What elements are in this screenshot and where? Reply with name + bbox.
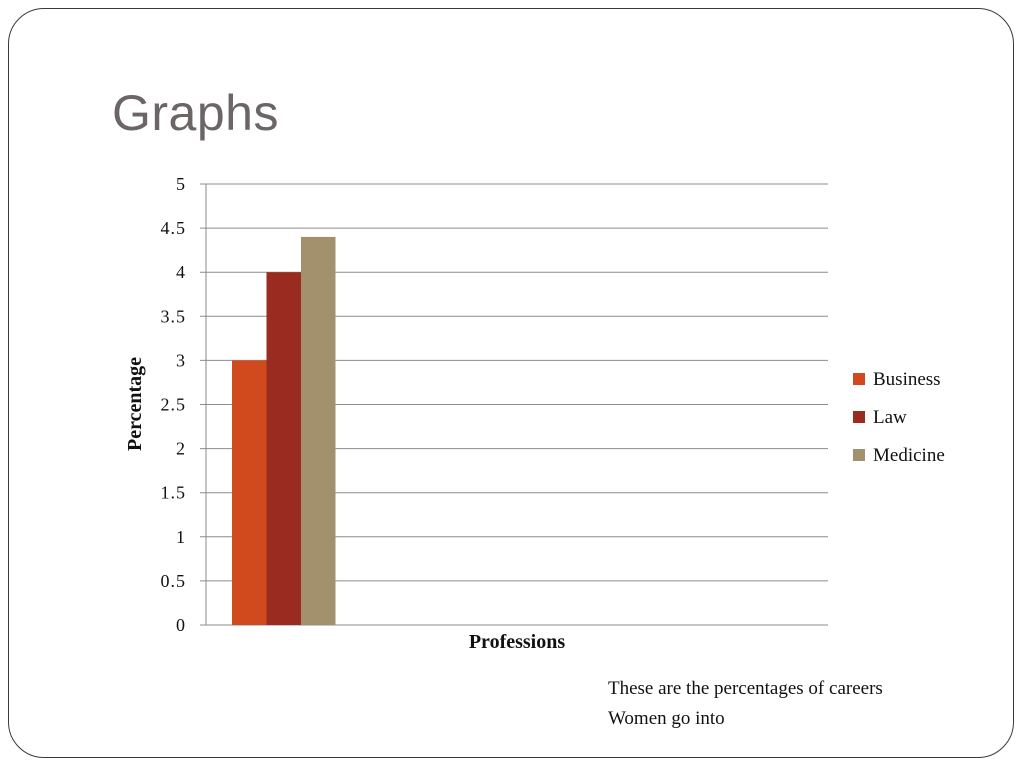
y-tick-label: 4.5 (161, 218, 187, 238)
legend-swatch-medicine (853, 449, 865, 461)
y-tick-label: 0 (176, 615, 186, 635)
y-tick-label: 3 (176, 350, 186, 370)
caption: These are the percentages of careers Wom… (608, 674, 988, 734)
x-axis-label: Professions (469, 631, 566, 653)
y-tick-label: 5 (176, 174, 186, 194)
caption-line-1: These are the percentages of careers (608, 678, 883, 699)
slide-frame (8, 8, 1014, 758)
bar-law (266, 272, 301, 625)
legend-swatch-business (853, 373, 865, 385)
legend-label-business: Business (873, 369, 941, 390)
legend-label-law: Law (873, 407, 907, 428)
y-tick-label: 2.5 (161, 395, 187, 415)
y-tick-label: 1 (176, 527, 186, 547)
y-axis-label: Percentage (124, 357, 146, 451)
bars (232, 236, 336, 626)
y-tick-label: 0.5 (161, 571, 187, 591)
legend-label-medicine: Medicine (873, 445, 945, 466)
legend-swatch-law (853, 411, 865, 423)
caption-line-2: Women go into (608, 708, 725, 729)
y-tick-label: 1.5 (161, 483, 187, 503)
y-tick-label: 2 (176, 439, 186, 459)
bar-medicine (301, 236, 336, 626)
legend: Business Law Medicine (853, 369, 945, 466)
y-axis-ticks: 0 0.5 1 1.5 2 2.5 3 3.5 4 4.5 5 (161, 174, 187, 635)
slide-title: Graphs (112, 85, 279, 141)
y-tick-label: 3.5 (161, 306, 187, 326)
bar-business (232, 360, 267, 625)
y-tick-label: 4 (176, 262, 186, 282)
